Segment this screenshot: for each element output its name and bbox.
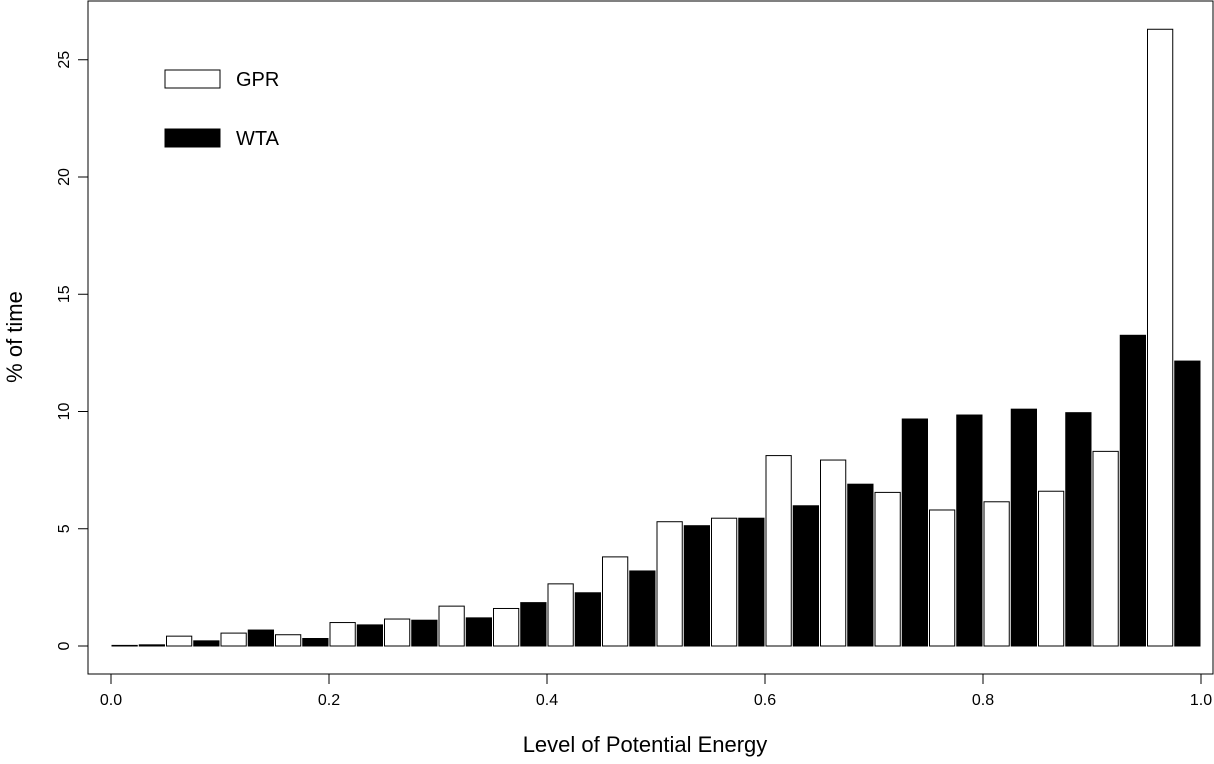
legend-swatch-gpr <box>164 69 221 89</box>
bar-gpr-10 <box>656 521 683 647</box>
bar-wta-7 <box>520 602 547 647</box>
x-tick-label: 0.2 <box>318 692 340 709</box>
bar-wta-4 <box>356 624 383 647</box>
y-tick-label: 0 <box>56 641 73 650</box>
bar-gpr-0 <box>111 644 138 647</box>
bar-gpr-7 <box>493 607 520 647</box>
bar-gpr-18 <box>1092 450 1119 647</box>
legend-label-gpr: GPR <box>236 69 279 91</box>
bar-wta-17 <box>1065 412 1092 647</box>
bar-gpr-3 <box>275 634 302 647</box>
bar-gpr-5 <box>384 618 411 647</box>
bar-wta-5 <box>411 619 438 647</box>
y-axis-title: % of time <box>2 291 27 383</box>
bar-wta-2 <box>247 629 274 647</box>
bar-gpr-11 <box>711 517 738 647</box>
bar-wta-16 <box>1010 408 1037 647</box>
bar-gpr-6 <box>438 605 465 647</box>
x-tick-label: 0.4 <box>536 692 558 709</box>
bar-wta-3 <box>302 638 329 647</box>
bar-wta-13 <box>847 483 874 647</box>
bar-gpr-12 <box>765 455 792 647</box>
x-tick-label: 0.8 <box>972 692 994 709</box>
bar-gpr-15 <box>929 509 956 647</box>
y-axis: 0 5 10 15 20 25 <box>56 51 89 650</box>
bar-gpr-8 <box>547 583 574 647</box>
y-tick-label: 15 <box>56 285 73 303</box>
bar-wta-19 <box>1174 360 1201 647</box>
bars-group <box>111 28 1201 647</box>
bar-wta-12 <box>792 505 819 647</box>
bar-wta-8 <box>574 592 601 647</box>
y-tick-label: 25 <box>56 51 73 69</box>
legend-swatch-wta <box>164 128 221 148</box>
x-tick-label: 1.0 <box>1190 692 1212 709</box>
bar-wta-18 <box>1119 334 1146 647</box>
x-axis: 0.0 0.2 0.4 0.6 0.8 1.0 <box>100 673 1212 709</box>
bar-wta-15 <box>956 414 983 647</box>
bar-gpr-2 <box>220 632 247 647</box>
bar-gpr-17 <box>1038 490 1065 647</box>
legend-label-wta: WTA <box>236 128 280 150</box>
bar-gpr-13 <box>820 459 847 647</box>
bar-gpr-1 <box>166 635 193 647</box>
y-tick-label: 10 <box>56 403 73 421</box>
bar-wta-10 <box>683 525 710 647</box>
y-tick-label: 5 <box>56 524 73 533</box>
bar-wta-11 <box>738 517 765 647</box>
bar-gpr-4 <box>329 622 356 647</box>
x-axis-title: Level of Potential Energy <box>523 732 768 757</box>
bar-gpr-19 <box>1147 28 1174 647</box>
bar-gpr-16 <box>983 501 1010 647</box>
legend: GPR WTA <box>164 69 280 150</box>
bar-gpr-14 <box>874 491 901 647</box>
bar-wta-6 <box>465 617 492 647</box>
x-tick-label: 0.0 <box>100 692 122 709</box>
x-tick-label: 0.6 <box>754 692 776 709</box>
y-tick-label: 20 <box>56 168 73 186</box>
bar-wta-14 <box>901 418 928 647</box>
bar-wta-1 <box>193 640 220 647</box>
bar-wta-0 <box>138 644 165 647</box>
bar-wta-9 <box>629 570 656 647</box>
bar-gpr-9 <box>602 556 629 647</box>
